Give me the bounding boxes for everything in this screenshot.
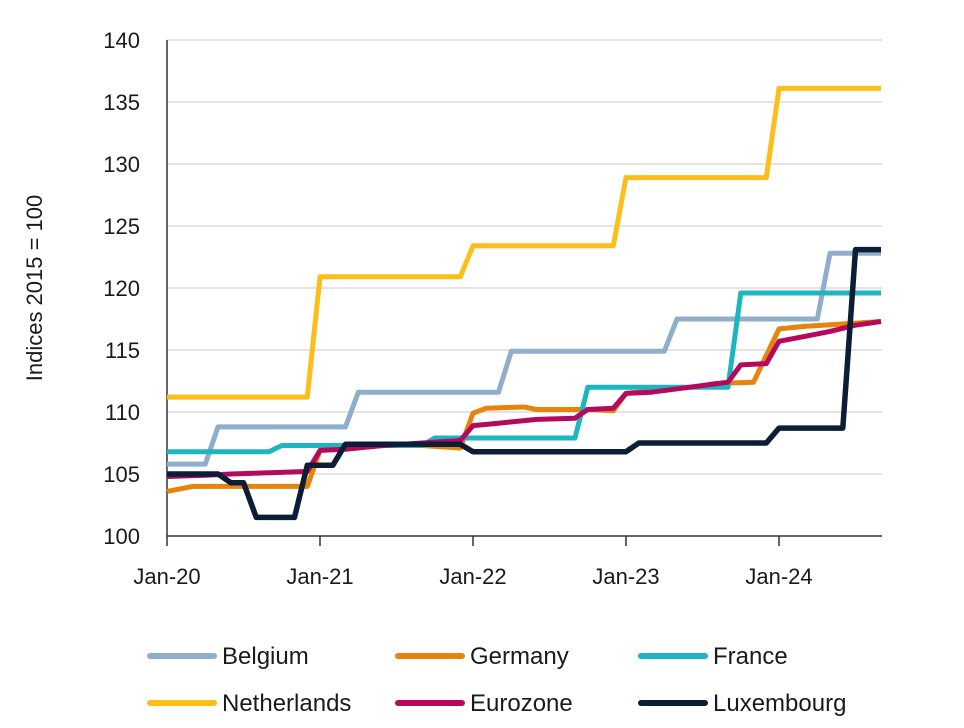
series-lines [166, 85, 882, 521]
y-tick-label: 110 [105, 400, 140, 425]
legend-label-eurozone: Eurozone [470, 690, 573, 717]
y-tick-label: 105 [103, 462, 140, 487]
legend-label-germany: Germany [470, 643, 569, 670]
y-tick-label: 115 [105, 338, 140, 363]
series-line-germany [166, 319, 882, 494]
series-line-belgium [167, 250, 881, 467]
legend: Belgium Germany France Netherlands Eurozone L… [147, 643, 846, 717]
x-tick-label: Jan-21 [286, 564, 353, 589]
x-tick-label: Jan-20 [133, 564, 200, 589]
x-tick-label: Jan-23 [592, 564, 659, 589]
y-tick-labels: 100 105 110 115 120 125 130 135 140 [103, 28, 140, 549]
y-axis-title: Indices 2015 = 100 [22, 195, 47, 382]
series-line-luxembourg [167, 246, 881, 521]
y-tick-label: 135 [103, 90, 140, 115]
series-line-netherlands [167, 85, 881, 400]
x-tick-labels: Jan-20 Jan-21 Jan-22 Jan-23 Jan-24 [133, 536, 813, 589]
x-tick-label: Jan-24 [745, 564, 812, 589]
legend-label-luxembourg: Luxembourg [713, 690, 846, 717]
y-tick-label: 120 [103, 276, 140, 301]
y-tick-label: 100 [103, 524, 140, 549]
series-line-france [167, 290, 881, 455]
y-tick-label: 130 [103, 152, 140, 177]
x-tick-label: Jan-22 [439, 564, 506, 589]
legend-label-belgium: Belgium [222, 643, 309, 670]
y-tick-label: 140 [103, 28, 140, 53]
legend-label-netherlands: Netherlands [222, 690, 351, 717]
y-tick-label: 125 [103, 214, 140, 239]
legend-label-france: France [713, 643, 788, 670]
